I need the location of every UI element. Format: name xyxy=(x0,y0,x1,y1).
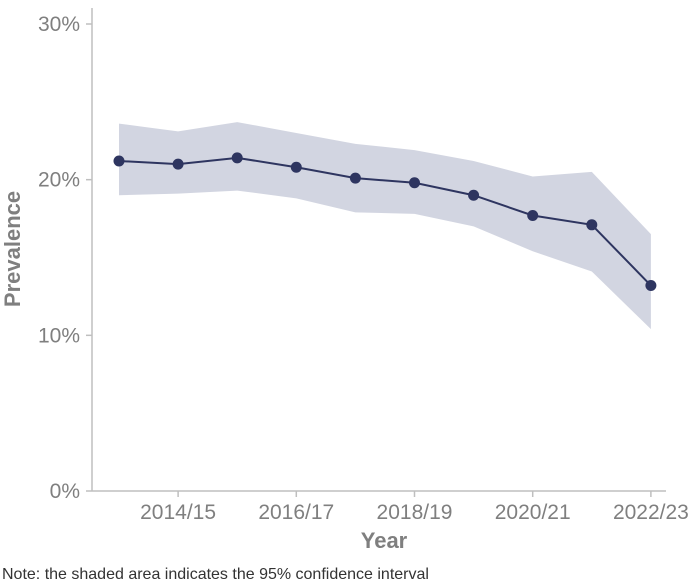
y-tick-label: 30% xyxy=(38,13,80,36)
confidence-interval-band xyxy=(119,122,651,330)
data-point xyxy=(231,152,243,164)
data-point xyxy=(113,155,125,167)
prevalence-line xyxy=(118,156,652,287)
data-point xyxy=(468,189,480,201)
data-point xyxy=(172,158,184,170)
x-tick-label: 2016/17 xyxy=(258,501,334,524)
data-point xyxy=(645,280,657,292)
data-point xyxy=(527,209,539,221)
data-point xyxy=(349,172,361,184)
y-tick-label: 10% xyxy=(38,324,80,347)
x-tick-label: 2014/15 xyxy=(140,501,216,524)
chart-note: Note: the shaded area indicates the 95% … xyxy=(2,566,429,583)
data-points xyxy=(113,152,657,292)
y-axis-title: Prevalence xyxy=(0,191,25,307)
y-tick-label: 20% xyxy=(38,169,80,192)
data-point xyxy=(409,177,420,189)
x-axis-title: Year xyxy=(361,528,408,553)
x-tick-label: 2022/23 xyxy=(613,501,689,524)
x-tick-label: 2020/21 xyxy=(495,501,571,524)
data-point xyxy=(290,161,302,173)
x-tick-label: 2018/19 xyxy=(377,501,453,524)
data-point xyxy=(586,219,598,231)
y-axis-ticks: 0% 10% 20% 30% xyxy=(38,13,92,503)
x-axis-ticks: 2014/15 2016/17 2018/19 2020/21 2022/23 xyxy=(140,491,689,524)
y-tick-label: 0% xyxy=(50,480,80,503)
